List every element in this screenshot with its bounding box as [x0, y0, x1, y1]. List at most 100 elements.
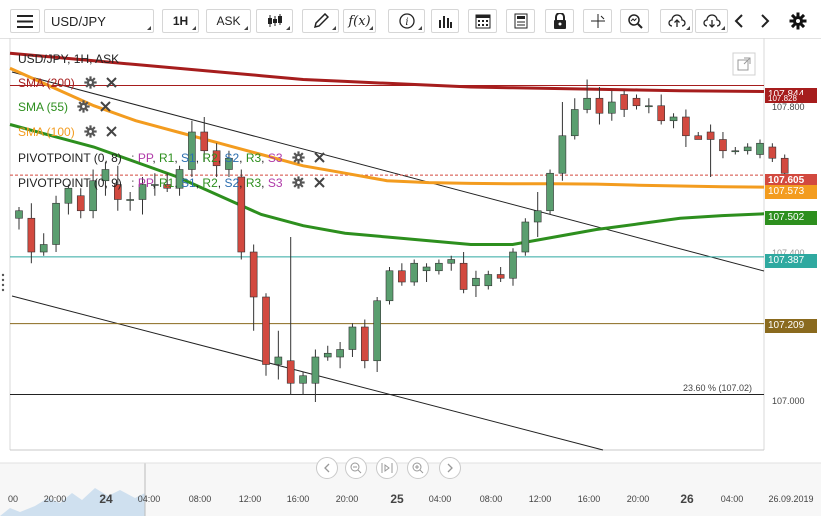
time-tick-day: 25 [390, 492, 404, 506]
indicators-button[interactable]: f(x) [343, 9, 376, 33]
zoom-out-icon [350, 462, 362, 474]
scroll-left-button[interactable] [728, 9, 750, 33]
chart-area[interactable]: USD/JPY, 1H, ASK SMA (200) SMA (55) SMA … [0, 38, 821, 516]
lock-icon [553, 13, 566, 29]
candle-body [398, 270, 406, 283]
time-tick: 04:00 [720, 494, 744, 504]
candle-body [249, 251, 258, 298]
candle [756, 139, 764, 159]
candle-body [682, 116, 690, 137]
crosshair-button[interactable] [583, 9, 612, 33]
fib-level-label: 23.60 % (107.02) [683, 383, 753, 393]
candle [373, 297, 381, 372]
candle [348, 323, 357, 357]
close-icon[interactable] [314, 152, 325, 166]
candle-body [360, 326, 369, 362]
volume-bars-button[interactable] [431, 9, 459, 33]
candle-body [101, 169, 110, 182]
chevron-left-icon [324, 463, 330, 473]
candle [39, 233, 48, 256]
price-type-selector[interactable]: ASK [206, 9, 251, 33]
draw-tool-button[interactable] [302, 9, 339, 33]
popout-icon[interactable] [732, 52, 756, 76]
symbol-selector[interactable]: USD/JPY [44, 9, 154, 33]
candle [632, 94, 641, 110]
time-tick-day: 24 [99, 492, 113, 506]
crosshair-icon [590, 14, 605, 28]
chart-toolbar: USD/JPY 1H ASK f(x) i [0, 0, 821, 39]
candle-body [756, 142, 764, 155]
sma-lines [9, 51, 765, 246]
zoom-search-icon [627, 14, 643, 29]
report-button[interactable] [506, 9, 535, 33]
zoom-in-icon [412, 462, 424, 474]
zoom-in-button[interactable] [407, 457, 429, 479]
time-tick: 16:00 [286, 494, 310, 504]
candle-body [632, 97, 641, 107]
candle [719, 132, 727, 159]
pivot-sep: : [131, 151, 135, 166]
chart-type-button[interactable] [256, 9, 293, 33]
nav-forward-button[interactable] [439, 457, 461, 479]
candle-body [27, 217, 36, 253]
calendar-button[interactable] [468, 9, 497, 33]
time-tick: 08:00 [188, 494, 212, 504]
gear-icon[interactable] [84, 125, 97, 141]
candle-body [274, 356, 283, 365]
menu-button[interactable] [10, 9, 40, 33]
lock-button[interactable] [545, 9, 574, 33]
close-icon[interactable] [106, 77, 118, 91]
candle [138, 177, 147, 215]
candle [126, 192, 134, 211]
close-icon[interactable] [99, 101, 111, 115]
candle-body [15, 210, 23, 219]
price-tick: 107.400 [772, 248, 805, 258]
candle [607, 90, 616, 121]
sma100-legend: SMA (100) [18, 125, 118, 141]
candle-body [175, 169, 184, 189]
info-button[interactable]: i [388, 9, 425, 33]
candle [472, 270, 480, 297]
price-chart-canvas[interactable] [0, 38, 821, 516]
pivot-s1: S1 [181, 176, 196, 191]
time-tick: 20:00 [43, 494, 67, 504]
candle [212, 143, 221, 177]
zoom-button[interactable] [620, 9, 649, 33]
panel-resize-handle[interactable] [0, 272, 6, 296]
gear-icon[interactable] [84, 76, 97, 92]
close-icon[interactable] [314, 177, 325, 191]
candle-body [570, 109, 579, 137]
gear-icon[interactable] [77, 100, 90, 116]
candle [447, 255, 456, 271]
time-tick: 12:00 [238, 494, 262, 504]
timeframe-selector[interactable]: 1H [162, 9, 199, 33]
reset-view-icon [381, 463, 393, 473]
pivot-pp: PP [137, 151, 153, 166]
scroll-right-button[interactable] [754, 9, 776, 33]
upload-button[interactable] [660, 9, 693, 33]
candle [398, 263, 406, 286]
candle [299, 372, 307, 395]
overview-mini-series [0, 488, 145, 516]
sma55-line [9, 123, 765, 246]
candle [336, 342, 344, 369]
gear-icon[interactable] [292, 176, 305, 192]
bar-chart-icon [439, 16, 452, 28]
nav-back-button[interactable] [316, 457, 338, 479]
time-tick: 04:00 [137, 494, 161, 504]
gear-icon[interactable] [292, 151, 305, 167]
time-tick: 00 [7, 494, 19, 504]
close-icon[interactable] [106, 126, 118, 140]
candle-body [558, 135, 567, 174]
chevron-right-icon [761, 14, 770, 28]
candle [15, 207, 23, 230]
candle-body [731, 150, 740, 153]
zoom-out-button[interactable] [345, 457, 367, 479]
level-price-label: 107.209 [765, 319, 817, 333]
settings-button[interactable] [785, 9, 811, 33]
download-button[interactable] [695, 9, 728, 33]
reset-view-button[interactable] [376, 457, 398, 479]
candle [311, 349, 320, 402]
dropdown-corner-icon [192, 26, 196, 30]
pivot-s3: S3 [267, 151, 283, 166]
